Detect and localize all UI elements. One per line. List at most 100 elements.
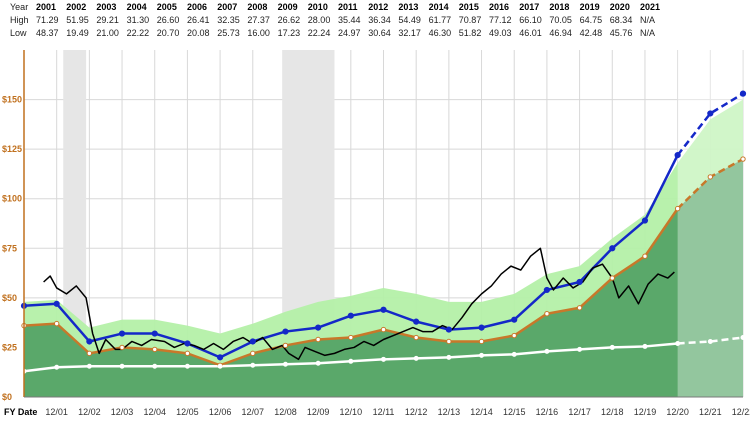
x-tick-label: 12/09	[307, 407, 330, 417]
fair-value-line-point	[118, 330, 126, 337]
year-header: 2006	[187, 2, 208, 12]
low-value: 46.94	[549, 28, 572, 38]
axes: $0 $25 $50 $75 $100 $125 $150 12/01 12/02 12/03 12…	[2, 50, 750, 417]
low-value: 46.30	[428, 28, 452, 38]
low-value: 19.49	[66, 28, 89, 38]
high-value: 70.05	[549, 15, 572, 25]
fair-value-line-point	[739, 90, 747, 97]
x-tick-label: 12/15	[503, 407, 526, 417]
high-value: 64.75	[579, 15, 603, 25]
x-tick-label: 12/17	[568, 407, 591, 417]
year-header: 2005	[156, 2, 177, 12]
low-value: 48.37	[36, 28, 59, 38]
fair-value-line-point	[707, 110, 714, 117]
fair-value-line-point	[184, 340, 191, 347]
dividend-line-point	[479, 352, 485, 358]
normal-pe-line-point	[184, 350, 191, 357]
dividend-line-point	[609, 344, 615, 350]
high-value: 27.37	[247, 15, 270, 25]
x-tick-label: 12/20	[666, 407, 689, 417]
dividend-line-point	[315, 360, 321, 366]
price-chart: $0 $25 $50 $75 $100 $125 $150 12/01 12/02 12/03 12…	[2, 50, 750, 417]
low-value: 49.03	[489, 28, 512, 38]
fair-value-line-point	[216, 354, 224, 361]
high-value: 61.77	[428, 15, 452, 25]
dividend-line-point	[544, 348, 550, 354]
year-header: 2021	[640, 2, 661, 12]
x-axis-title: FY Date	[4, 407, 37, 417]
year-header: 2017	[519, 2, 540, 12]
x-tick-label: 12/05	[176, 407, 199, 417]
normal-pe-line-point	[250, 350, 256, 357]
y-tick-label: $25	[2, 342, 17, 352]
high-value: 29.21	[96, 15, 119, 25]
normal-pe-line-point	[315, 336, 321, 343]
x-tick-label: 12/07	[242, 407, 265, 417]
dividend-line-point	[282, 361, 288, 367]
high-value: N/A	[640, 15, 656, 25]
dividend-line-point	[413, 355, 419, 361]
dividend-line-point	[86, 363, 92, 369]
year-header: 2009	[277, 2, 298, 12]
low-value: 22.24	[307, 28, 331, 38]
fair-value-line-point	[86, 338, 93, 345]
low-value: 16.00	[247, 28, 270, 38]
low-value: 46.01	[519, 28, 542, 38]
normal-pe-line-point	[707, 174, 714, 180]
high-value: 71.29	[36, 15, 59, 25]
fair-value-line-point	[609, 245, 616, 252]
series-markers	[20, 90, 747, 374]
year-header: 2007	[217, 2, 238, 12]
high-value: 28.00	[307, 15, 331, 25]
y-tick-label: $0	[2, 392, 12, 402]
low-value: 17.23	[277, 28, 301, 38]
fair-value-line-forecast	[676, 92, 744, 156]
price-line	[43, 247, 675, 361]
row-label-low: Low	[10, 28, 27, 38]
x-tick-label: 12/14	[470, 407, 493, 417]
y-tick-label: $75	[2, 243, 17, 253]
x-tick-label: 12/21	[699, 407, 722, 417]
high-value: 77.12	[489, 15, 512, 25]
normal-pe-line-point	[642, 253, 648, 259]
dividend-line-point	[217, 363, 223, 369]
dividend-line-point	[381, 356, 386, 362]
normal-pe-line-point	[53, 320, 60, 327]
dividend-line-point	[184, 363, 190, 369]
dividend-line-point	[348, 358, 354, 364]
year-header: 2019	[579, 2, 600, 12]
fair-value-line-point	[674, 151, 681, 159]
x-tick-label: 12/12	[405, 407, 428, 417]
normal-pe-line-point	[86, 350, 93, 357]
year-header: 2001	[36, 2, 57, 12]
row-label-year: Year	[10, 2, 29, 12]
low-value: 42.48	[579, 28, 603, 38]
y-tick-label: $150	[2, 95, 22, 105]
low-value: 51.82	[458, 28, 482, 38]
y-tick-label: $50	[2, 293, 17, 303]
normal-pe-line-point	[152, 346, 158, 353]
high-value: 35.44	[338, 15, 361, 25]
fair-value-line-point	[413, 318, 420, 325]
normal-pe-line-point	[119, 344, 125, 351]
fair-value-line-point	[576, 278, 583, 286]
normal-pe-line-point	[282, 342, 289, 349]
normal-pe-line-point	[544, 311, 550, 317]
dividend-line-point	[54, 364, 60, 370]
high-value: 70.87	[458, 15, 482, 25]
fair-value-line-point	[282, 328, 289, 335]
fair-value-line-point	[641, 217, 649, 224]
low-value: 32.17	[398, 28, 421, 38]
dividend-line-point	[642, 343, 648, 349]
normal-pe-line-point	[674, 205, 681, 212]
x-tick-label: 12/10	[340, 407, 363, 417]
fair-value-line-point	[315, 324, 322, 331]
x-tick-label: 12/08	[274, 407, 297, 417]
x-tick-label: 12/03	[111, 407, 134, 417]
x-tick-label: 12/06	[209, 407, 232, 417]
high-value: 54.49	[398, 15, 421, 25]
value-bands	[24, 99, 743, 397]
fair-value-line-point	[151, 330, 158, 337]
dividend-line-point	[707, 338, 713, 344]
x-tick-label: 12/04	[143, 407, 166, 417]
